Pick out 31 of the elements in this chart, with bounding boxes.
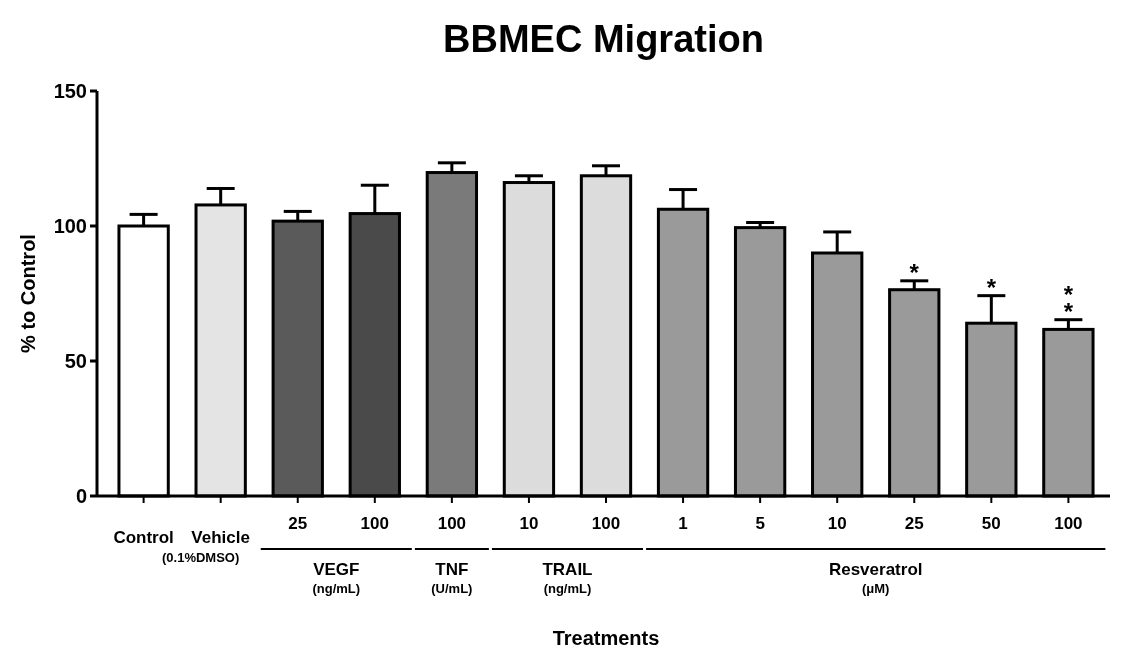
text: TRAIL — [542, 560, 593, 579]
text: (ng/mL) — [543, 581, 592, 596]
text: VEGF — [313, 560, 360, 579]
chart-title: BBMEC Migration — [443, 18, 764, 60]
text: (0.1%DMSO) — [162, 550, 240, 565]
x-axis-title: Treatments — [552, 627, 660, 649]
x-tick-label: 25 — [288, 514, 308, 533]
text: (μM) — [862, 581, 890, 596]
x-tick-label: 100 — [591, 514, 621, 533]
x-tick-label: 5 — [755, 514, 765, 533]
text: TNF — [435, 560, 469, 579]
x-tick-label: 25 — [904, 514, 924, 533]
x-tick-label: 100 — [437, 514, 467, 533]
y-tick-label: 100 — [53, 215, 87, 237]
x-tick-label: Vehicle — [191, 528, 250, 547]
x-tick-label: 50 — [981, 514, 1001, 533]
y-tick-label: 0 — [75, 485, 87, 507]
y-tick-label: 150 — [53, 80, 87, 102]
x-tick-label: Control — [113, 528, 174, 547]
text: Resveratrol — [828, 560, 923, 579]
text: (ng/mL) — [312, 581, 361, 596]
x-tick-label: 100 — [1054, 514, 1083, 533]
x-tick-label: 100 — [360, 514, 389, 533]
x-tick-label: 10 — [519, 514, 539, 533]
x-tick-label: 1 — [678, 514, 688, 533]
text: (U/mL) — [431, 581, 473, 596]
x-tick-label: 10 — [827, 514, 847, 533]
annotation: * — [986, 273, 997, 301]
annotation: * — [909, 259, 920, 287]
y-axis-title: % to Control — [17, 234, 39, 353]
y-tick-label: 50 — [64, 350, 87, 372]
